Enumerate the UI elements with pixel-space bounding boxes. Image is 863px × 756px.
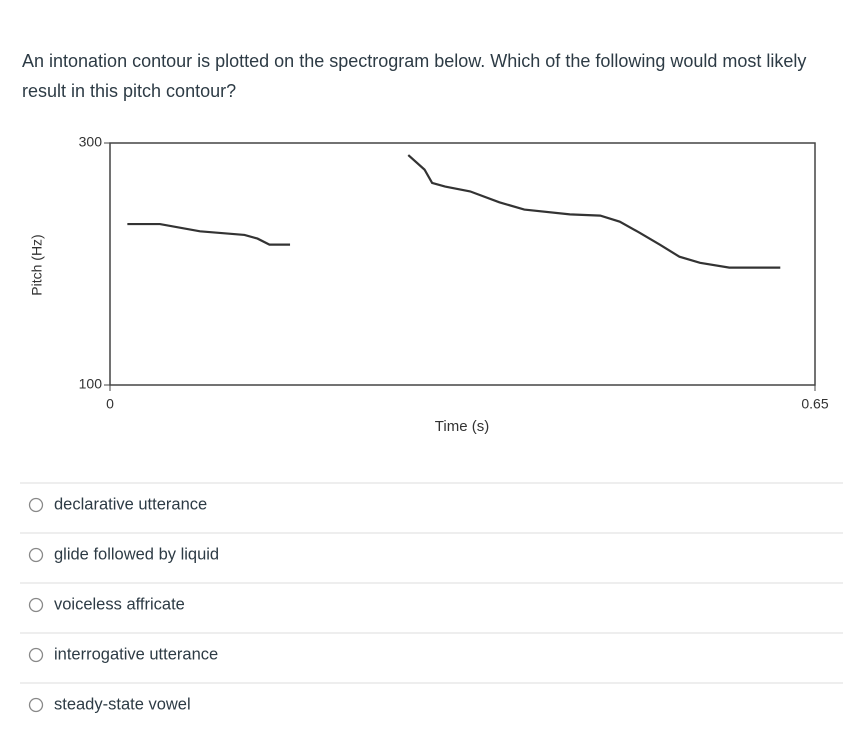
y-tick-label: 300 bbox=[79, 134, 103, 150]
radio-button[interactable] bbox=[28, 547, 44, 563]
radio-button[interactable] bbox=[28, 697, 44, 713]
question: An intonation contour is plotted on the … bbox=[22, 51, 807, 101]
y-axis-label: Pitch (Hz) bbox=[29, 234, 45, 295]
option-label[interactable]: declarative utterance bbox=[54, 495, 207, 513]
pitch-contour bbox=[407, 154, 781, 269]
plot-frame bbox=[109, 142, 816, 386]
radio-button[interactable] bbox=[28, 597, 44, 613]
radio-button[interactable] bbox=[28, 647, 44, 663]
option-label[interactable]: glide followed by liquid bbox=[54, 545, 219, 563]
x-axis-label: Time (s) bbox=[435, 418, 489, 435]
pitch-contour bbox=[127, 222, 291, 246]
option-label[interactable]: voiceless affricate bbox=[54, 595, 185, 613]
option-label[interactable]: interrogative utterance bbox=[54, 645, 218, 663]
option-label[interactable]: steady-state vowel bbox=[54, 695, 191, 713]
radio-button[interactable] bbox=[28, 497, 44, 513]
x-tick-label: 0 bbox=[106, 396, 114, 412]
x-tick-label: 0.65 bbox=[801, 396, 828, 412]
y-tick-label: 100 bbox=[79, 376, 103, 392]
